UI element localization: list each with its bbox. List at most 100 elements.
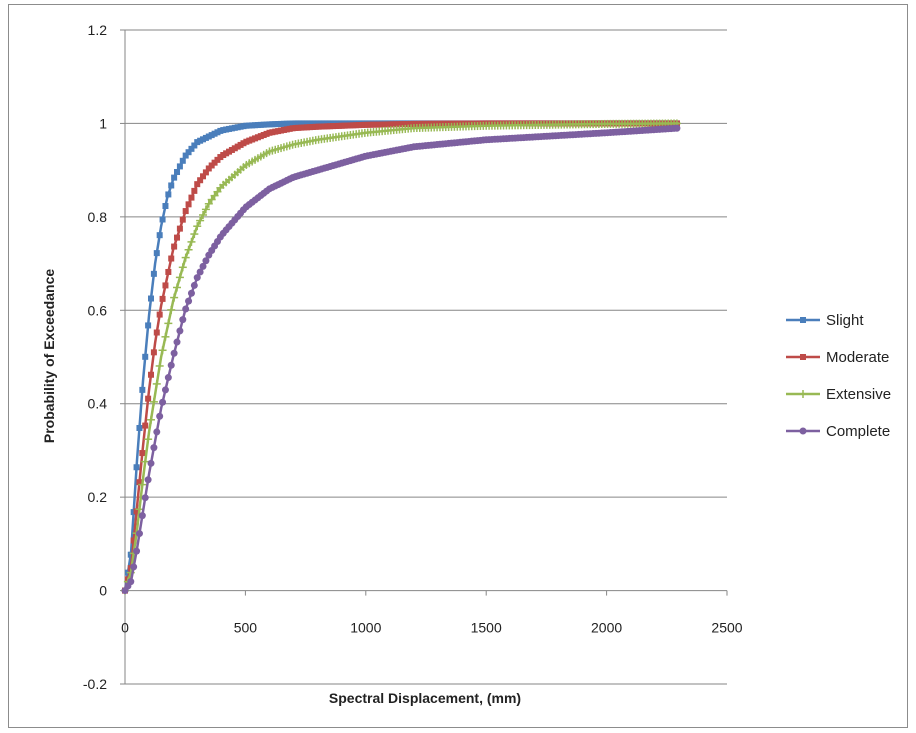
- legend-marker: [799, 390, 807, 398]
- series-extensive: [121, 119, 681, 595]
- data-point: [191, 142, 198, 149]
- data-point: [153, 329, 160, 336]
- legend-item-moderate: Moderate: [786, 349, 889, 366]
- data-point: [150, 270, 157, 277]
- data-point: [142, 353, 149, 360]
- data-point: [187, 289, 195, 297]
- data-point: [170, 293, 179, 302]
- series-layer: [121, 119, 681, 595]
- series-slight: [122, 120, 680, 594]
- data-point: [178, 263, 187, 272]
- data-point: [144, 435, 153, 444]
- legend-label: Complete: [826, 423, 890, 440]
- legend-label: Extensive: [826, 386, 891, 403]
- y-tick-label: 1.2: [88, 22, 108, 38]
- series-moderate: [122, 120, 680, 594]
- x-axis-title: Spectral Displacement, (mm): [329, 690, 521, 706]
- x-tick-label: 1500: [471, 620, 502, 636]
- data-point: [145, 322, 152, 329]
- data-point: [175, 273, 184, 282]
- data-point: [164, 319, 173, 328]
- data-point: [158, 346, 167, 355]
- series-line: [123, 126, 679, 592]
- data-point: [202, 169, 209, 176]
- data-point: [179, 316, 187, 324]
- data-point: [176, 225, 183, 232]
- data-point: [190, 230, 199, 239]
- legend-marker: [799, 427, 807, 435]
- data-point: [161, 386, 169, 394]
- data-point: [127, 578, 135, 586]
- y-tick-label: 0: [99, 583, 107, 599]
- legend: Slight Moderate Extensive Complete: [786, 312, 891, 440]
- data-point: [174, 169, 181, 176]
- data-point: [199, 210, 208, 219]
- data-point: [176, 163, 183, 170]
- data-point: [155, 361, 164, 370]
- data-point: [182, 305, 190, 313]
- data-point: [179, 216, 186, 223]
- data-point: [194, 181, 201, 188]
- legend-marker: [800, 354, 806, 360]
- data-point: [133, 464, 140, 471]
- data-point: [156, 311, 163, 318]
- data-point: [147, 459, 155, 467]
- data-point: [197, 177, 204, 184]
- data-point: [162, 282, 169, 289]
- data-point: [193, 274, 201, 282]
- data-point: [185, 149, 192, 156]
- y-tick-label: 0.4: [88, 396, 108, 412]
- y-tick-label: 0.6: [88, 302, 108, 318]
- data-point: [156, 232, 163, 239]
- legend-label: Moderate: [826, 349, 889, 366]
- data-point: [188, 145, 195, 152]
- data-point: [164, 374, 172, 382]
- data-point: [173, 283, 182, 292]
- data-point: [149, 397, 158, 406]
- data-point: [187, 237, 196, 246]
- data-point: [141, 457, 150, 466]
- series-line: [123, 122, 679, 591]
- data-point: [201, 205, 210, 214]
- series-line: [123, 122, 679, 591]
- data-point: [196, 268, 204, 276]
- data-point: [136, 425, 143, 432]
- data-point: [204, 199, 213, 208]
- x-tick-label: 500: [234, 620, 258, 636]
- data-point: [185, 201, 192, 208]
- data-point: [139, 386, 146, 393]
- y-tick-label: 1: [99, 115, 107, 131]
- legend-marker: [800, 317, 806, 323]
- data-point: [138, 480, 147, 489]
- data-point: [168, 255, 175, 262]
- data-point: [153, 428, 161, 436]
- data-point: [181, 253, 190, 262]
- x-tick-label: 0: [121, 620, 129, 636]
- y-tick-label: 0.8: [88, 209, 108, 225]
- data-point: [193, 222, 202, 231]
- data-point: [159, 216, 166, 223]
- axes: -0.2 0 0.2 0.4 0.6 0.8 1 1.2 0 500 1000 1500 2000 250…: [83, 22, 743, 692]
- data-point: [138, 512, 146, 520]
- data-point: [173, 338, 181, 346]
- legend-item-slight: Slight: [786, 312, 864, 329]
- y-tick-label: 0.2: [88, 489, 108, 505]
- data-point: [135, 530, 143, 538]
- data-point: [200, 173, 207, 180]
- data-point: [170, 349, 178, 357]
- data-point: [171, 243, 178, 250]
- data-point: [188, 194, 195, 201]
- x-tick-label: 2500: [711, 620, 742, 636]
- data-point: [182, 208, 189, 215]
- y-axis-title: Probability of Exceedance: [41, 269, 57, 443]
- data-point: [167, 305, 176, 314]
- legend-item-extensive: Extensive: [786, 386, 891, 403]
- data-point: [133, 547, 141, 555]
- data-point: [159, 295, 166, 302]
- data-point: [136, 479, 143, 486]
- data-point: [142, 422, 149, 429]
- data-point: [156, 412, 164, 420]
- data-point: [168, 182, 175, 189]
- series-line: [123, 122, 679, 591]
